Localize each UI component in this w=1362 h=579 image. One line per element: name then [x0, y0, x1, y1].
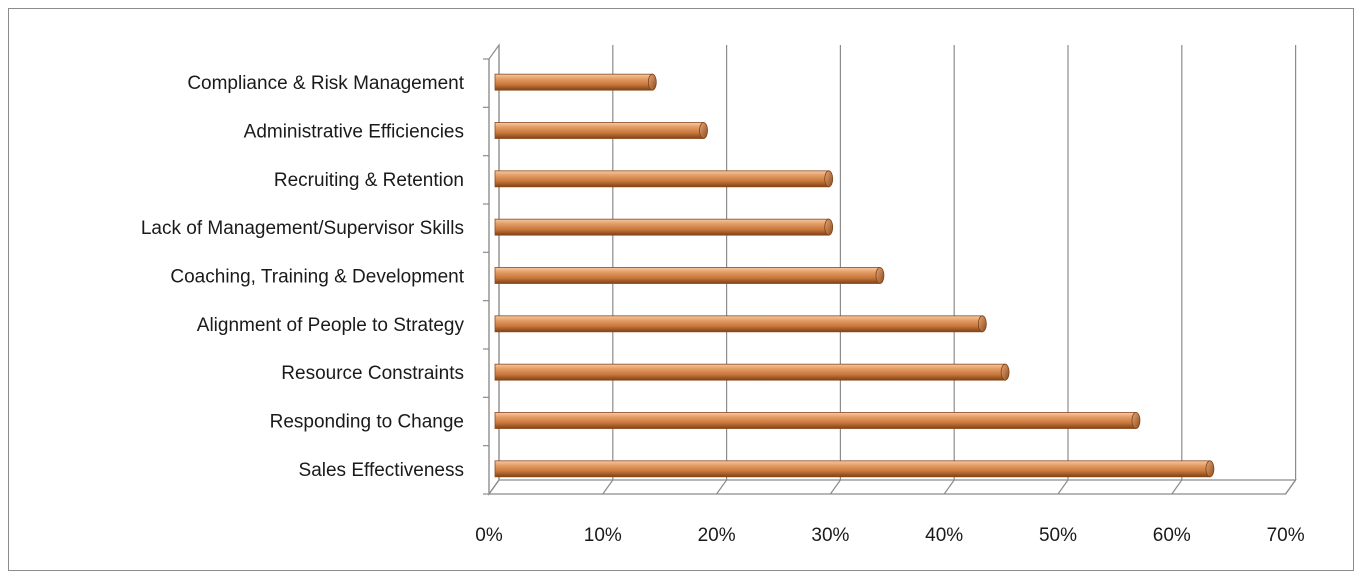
- axes: [483, 58, 490, 495]
- category-label-6: Resource Constraints: [281, 363, 464, 384]
- x-tick-label-7: 70%: [1267, 525, 1305, 546]
- x-tick-label-3: 30%: [811, 525, 849, 546]
- bar-cap: [1000, 363, 1010, 381]
- bar-cap: [977, 315, 987, 333]
- bar-2: [494, 170, 834, 188]
- bar-cap: [1205, 460, 1215, 478]
- x-tick-label-4: 40%: [925, 525, 963, 546]
- bar-cap: [824, 218, 834, 236]
- category-label-8: Sales Effectiveness: [299, 460, 464, 481]
- bar-cap: [1131, 412, 1141, 429]
- bar-8: [494, 460, 1215, 478]
- bar-body: [494, 73, 653, 91]
- bar-cap: [875, 267, 885, 284]
- bar-body: [494, 170, 830, 188]
- bar-cap: [824, 170, 834, 188]
- x-tick-label-6: 60%: [1153, 525, 1191, 546]
- bar-body: [494, 460, 1211, 478]
- plot-walls: [487, 43, 1297, 496]
- x-tick-label-5: 50%: [1039, 525, 1077, 546]
- bar-body: [494, 363, 1006, 381]
- x-tick-label-2: 20%: [698, 525, 736, 546]
- x-tick-label-1: 10%: [584, 525, 622, 546]
- bar-1: [494, 122, 708, 139]
- category-label-2: Recruiting & Retention: [274, 170, 464, 191]
- floor-gridline-6: [1171, 479, 1183, 495]
- floor: [487, 479, 1297, 495]
- bar-body: [494, 315, 983, 333]
- bar-body: [494, 412, 1137, 429]
- bar-body: [494, 122, 704, 139]
- category-label-3: Lack of Management/Supervisor Skills: [141, 218, 464, 239]
- bars: [494, 73, 1215, 478]
- category-label-0: Compliance & Risk Management: [187, 73, 464, 94]
- floor-gridline-1: [602, 479, 614, 495]
- x-tick-label-0: 0%: [475, 525, 503, 546]
- x-tick-labels: 0% 10% 20% 30% 40% 50% 60% 70%: [475, 525, 1304, 546]
- bar-3: [494, 218, 834, 236]
- category-label-4: Coaching, Training & Development: [170, 267, 464, 288]
- bar-cap: [699, 122, 708, 139]
- bar-7: [494, 412, 1141, 429]
- bar-cap: [647, 73, 657, 91]
- bar-body: [494, 218, 830, 236]
- bar-4: [494, 267, 885, 284]
- gridlines: [488, 45, 1297, 495]
- floor-gridline-4: [943, 479, 955, 495]
- floor-gridline-0: [488, 479, 500, 495]
- bar-body: [494, 267, 881, 284]
- category-label-5: Alignment of People to Strategy: [197, 315, 465, 336]
- category-label-7: Responding to Change: [270, 412, 464, 433]
- floor-gridline-5: [1057, 479, 1069, 495]
- category-labels: Compliance & Risk Management Administrati…: [141, 73, 465, 481]
- floor-gridline-2: [716, 479, 728, 495]
- floor-gridline-7: [1285, 479, 1297, 495]
- bar-6: [494, 363, 1010, 381]
- bar-0: [494, 73, 657, 91]
- category-label-1: Administrative Efficiencies: [244, 122, 464, 143]
- floor-gridline-3: [829, 479, 841, 495]
- bar-5: [494, 315, 987, 333]
